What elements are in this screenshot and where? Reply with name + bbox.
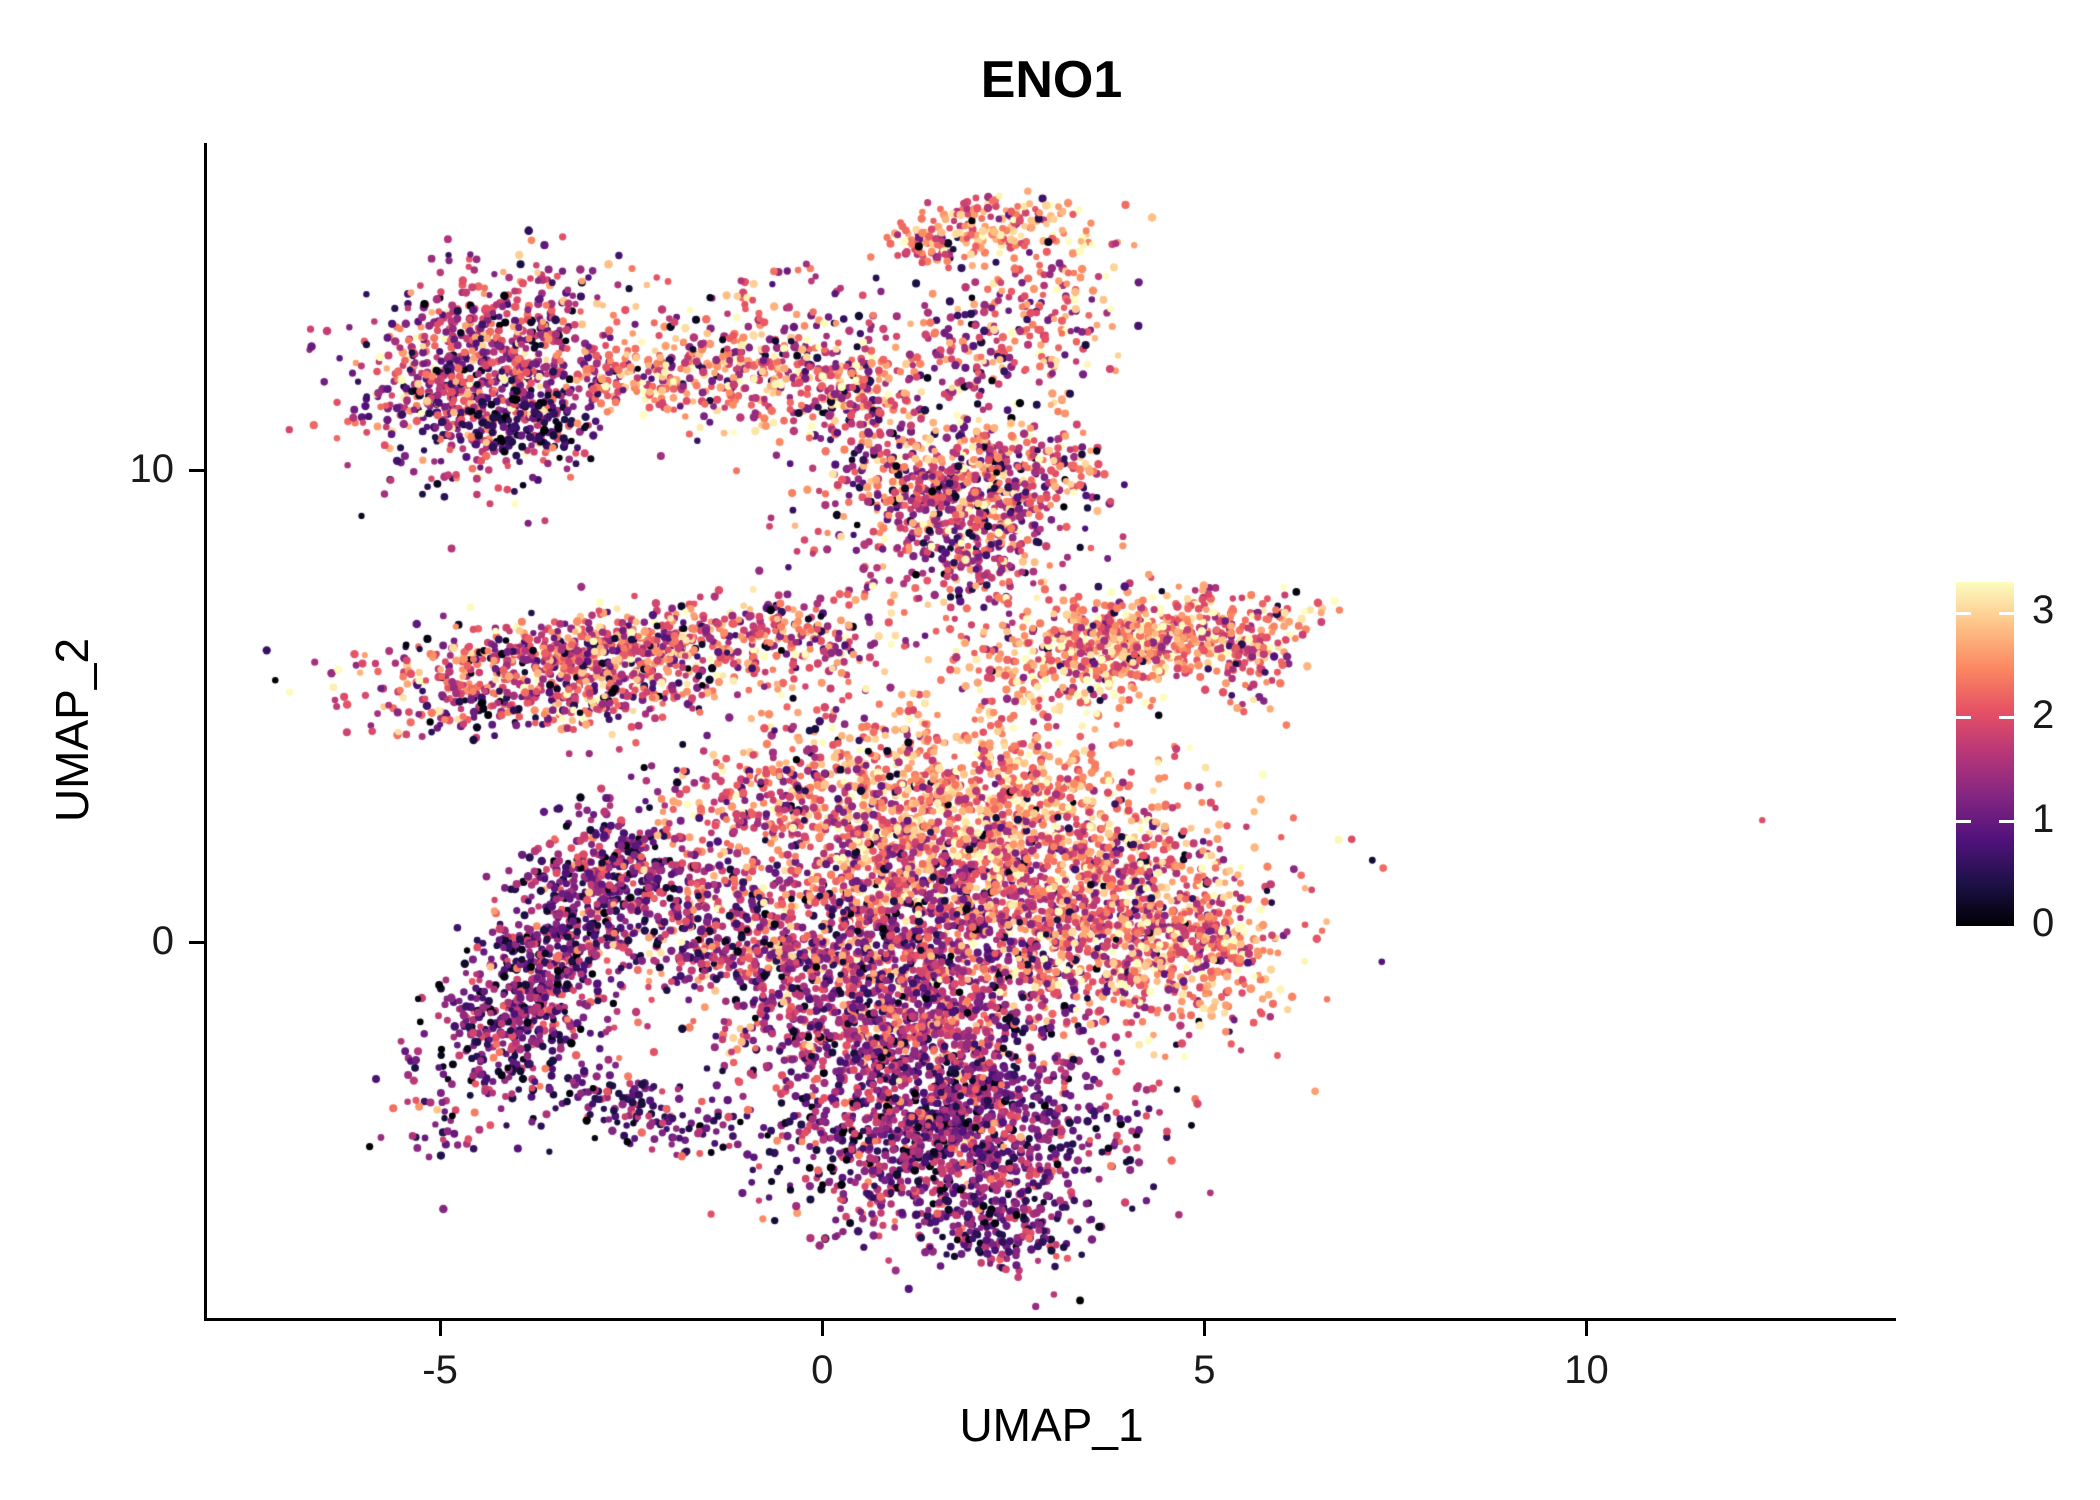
y-tick-label: 0 — [151, 918, 174, 963]
colorbar-tick — [1956, 820, 1971, 824]
colorbar-tick — [1999, 716, 2014, 719]
x-tick-mark — [820, 1321, 824, 1336]
y-tick-mark — [189, 469, 204, 473]
colorbar-break-label: 3 — [2032, 588, 2055, 633]
y-axis-line — [204, 143, 207, 1321]
y-tick-mark — [189, 941, 204, 945]
x-tick-mark — [1584, 1321, 1588, 1336]
x-tick-label: -5 — [422, 1348, 458, 1392]
colorbar-tick — [1999, 820, 2014, 824]
x-tick-label: 10 — [1564, 1348, 1609, 1392]
x-axis-line — [204, 1318, 1896, 1321]
y-axis-label: UMAP_2 — [46, 637, 98, 823]
x-axis-label: UMAP_1 — [959, 1399, 1144, 1451]
colorbar-gradient — [1956, 582, 2014, 926]
colorbar-tick — [1956, 611, 1971, 615]
colorbar-break-label: 2 — [2032, 692, 2055, 737]
colorbar-break-label: 0 — [2032, 901, 2055, 945]
x-tick-mark — [438, 1321, 442, 1336]
colorbar-break-label: 1 — [2032, 796, 2055, 841]
colorbar-tick — [1999, 611, 2014, 615]
plot-title: ENO1 — [980, 51, 1123, 109]
x-tick-label: 0 — [811, 1348, 834, 1392]
y-tick-label: 10 — [129, 446, 175, 491]
x-tick-mark — [1202, 1321, 1206, 1336]
x-tick-label: 5 — [1193, 1348, 1216, 1392]
colorbar-tick — [1956, 716, 1971, 719]
